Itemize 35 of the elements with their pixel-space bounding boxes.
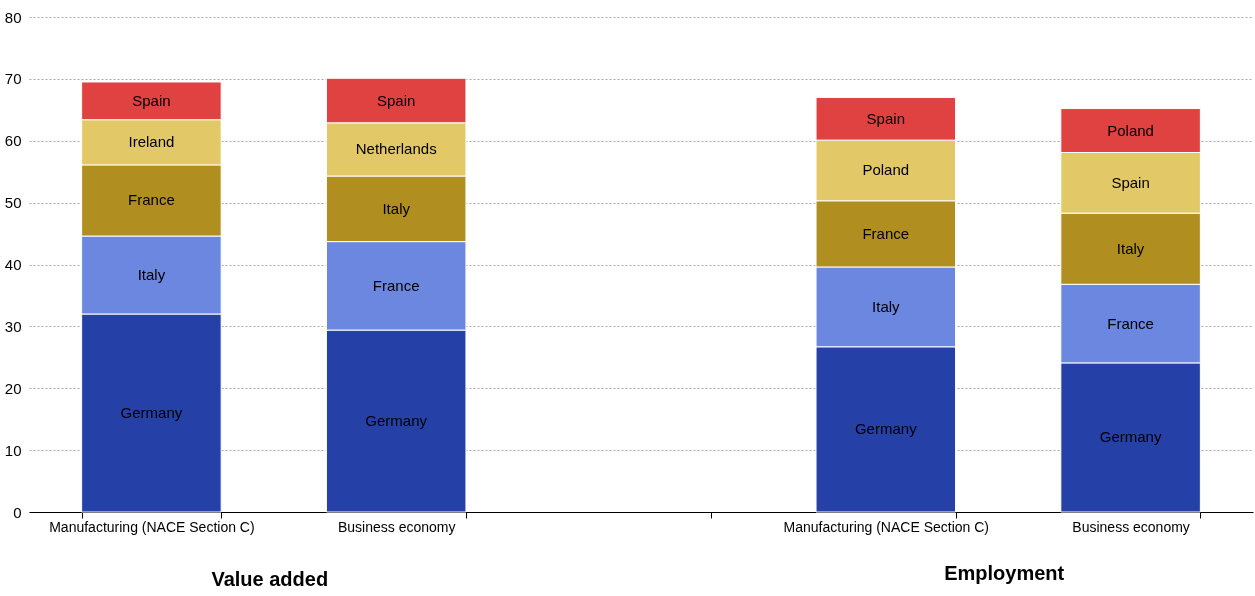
text: Employment xyxy=(944,562,1065,585)
y-tick-label: 30 xyxy=(4,317,22,335)
x-tick-label: Business economy xyxy=(337,518,456,535)
y-tick-label: 50 xyxy=(4,194,22,212)
data-label: Poland xyxy=(862,161,910,179)
y-tick-label: 20 xyxy=(4,379,22,397)
data-label: Poland xyxy=(1107,121,1154,139)
data-label: France xyxy=(372,276,420,294)
data-label: Spain xyxy=(866,109,905,127)
data-label: Netherlands xyxy=(355,140,437,158)
data-label: Italy xyxy=(1116,239,1145,257)
y-tick-label: 80 xyxy=(4,8,22,26)
x-tick-label: Manufacturing (NACE Section C) xyxy=(49,518,255,535)
data-label: France xyxy=(1107,314,1154,332)
data-label: Italy xyxy=(137,266,166,284)
data-label: Italy xyxy=(382,199,411,217)
data-label: Germany xyxy=(854,420,918,438)
data-label: Germany xyxy=(365,412,428,430)
data-label: Germany xyxy=(1099,428,1162,446)
x-tick-label: Manufacturing (NACE Section C) xyxy=(783,518,990,535)
y-tick-label: 60 xyxy=(4,132,22,150)
y-tick-label: 0 xyxy=(13,503,22,521)
data-label: Spain xyxy=(132,91,171,109)
y-tick-label: 70 xyxy=(4,70,22,88)
data-label: Italy xyxy=(872,297,901,315)
data-label: France xyxy=(862,224,910,242)
data-label: France xyxy=(128,191,175,209)
y-tick-label: 40 xyxy=(4,256,22,273)
y-tick-label: 10 xyxy=(4,441,22,459)
text: Value added xyxy=(211,568,329,591)
data-label: Germany xyxy=(120,404,183,421)
data-label: Spain xyxy=(377,91,416,109)
data-label: Ireland xyxy=(128,133,175,151)
data-label: Spain xyxy=(1111,173,1150,191)
x-tick-label: Business economy xyxy=(1072,518,1190,535)
